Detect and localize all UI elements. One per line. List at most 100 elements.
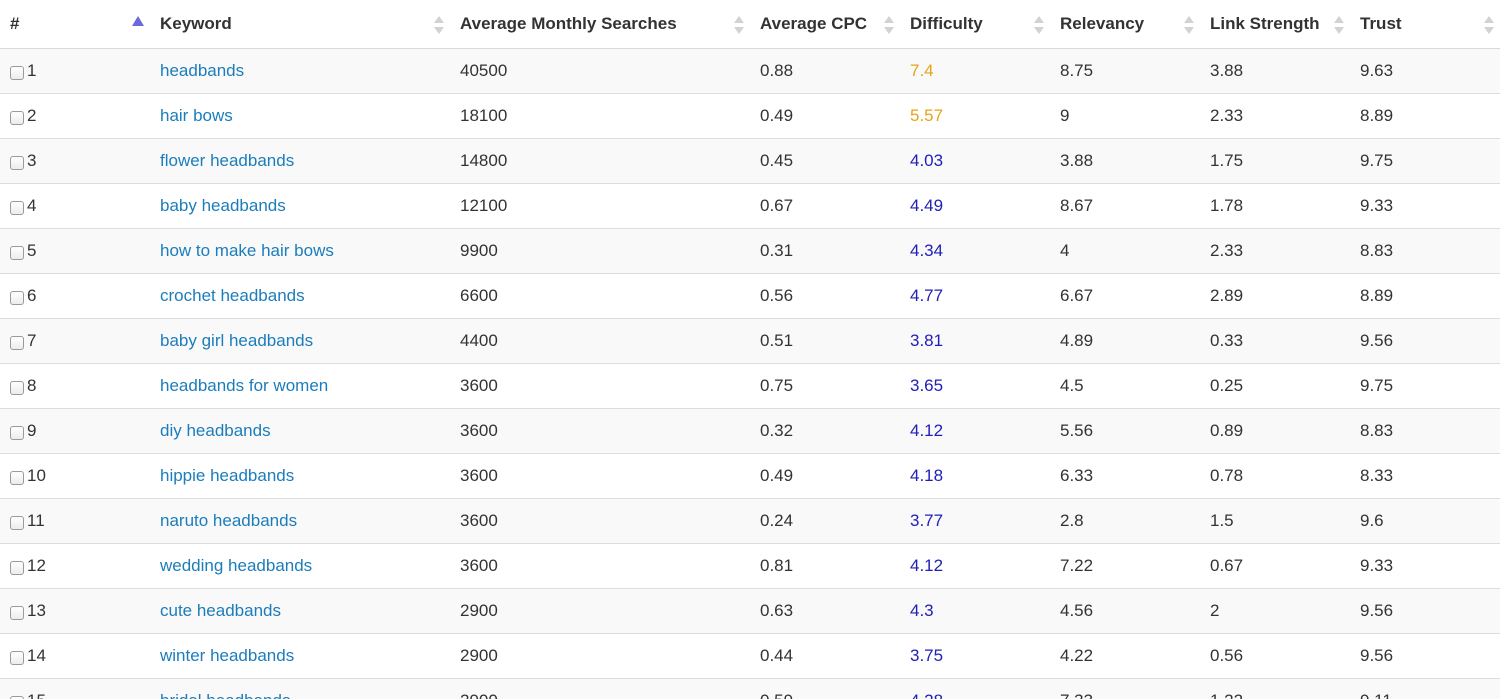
row-checkbox[interactable]	[10, 605, 24, 620]
keyword-link[interactable]: baby headbands	[160, 195, 286, 215]
keyword-link[interactable]: diy headbands	[160, 420, 271, 440]
column-header-label: Average Monthly Searches	[460, 13, 677, 33]
link-strength-cell: 1.78	[1200, 183, 1350, 229]
column-header-label: Relevancy	[1060, 13, 1145, 33]
row-number: 15	[27, 691, 46, 699]
average-monthly-searches-cell: 3600	[450, 453, 750, 499]
link-strength-cell: 1.5	[1200, 498, 1350, 544]
row-checkbox[interactable]	[10, 110, 24, 125]
keyword-link[interactable]: hair bows	[160, 105, 233, 125]
difficulty-cell: 4.18	[900, 453, 1050, 499]
row-number: 10	[27, 465, 46, 485]
row-number-cell: 2	[0, 93, 150, 139]
row-number: 9	[27, 420, 37, 440]
average-monthly-searches-cell: 6600	[450, 273, 750, 319]
column-header-average-cpc[interactable]: Average CPC	[750, 0, 900, 49]
column-header-difficulty[interactable]: Difficulty	[900, 0, 1050, 49]
average-monthly-searches-cell: 9900	[450, 228, 750, 274]
row-checkbox[interactable]	[10, 380, 24, 395]
column-header-number[interactable]: #	[0, 0, 150, 49]
keyword-link[interactable]: cute headbands	[160, 600, 281, 620]
keyword-cell: how to make hair bows	[150, 228, 450, 274]
link-strength-cell: 2.33	[1200, 93, 1350, 139]
row-checkbox[interactable]	[10, 290, 24, 305]
column-header-label: #	[10, 13, 20, 33]
table-row: 1 headbands 40500 0.88 7.4 8.75 3.88 9.6…	[0, 48, 1500, 94]
row-checkbox[interactable]	[10, 425, 24, 440]
column-header-average-monthly-searches[interactable]: Average Monthly Searches	[450, 0, 750, 49]
average-cpc-cell: 0.63	[750, 588, 900, 634]
table-row: 14 winter headbands 2900 0.44 3.75 4.22 …	[0, 633, 1500, 679]
trust-cell: 9.33	[1350, 183, 1500, 229]
relevancy-cell: 8.75	[1050, 48, 1200, 94]
row-checkbox[interactable]	[10, 650, 24, 665]
trust-cell: 8.33	[1350, 453, 1500, 499]
row-number: 4	[27, 195, 37, 215]
row-number-cell: 12	[0, 543, 150, 589]
column-header-relevancy[interactable]: Relevancy	[1050, 0, 1200, 49]
difficulty-cell: 4.12	[900, 408, 1050, 454]
column-header-trust[interactable]: Trust	[1350, 0, 1500, 49]
row-number: 2	[27, 105, 37, 125]
row-number: 8	[27, 375, 37, 395]
link-strength-cell: 2.33	[1200, 228, 1350, 274]
link-strength-cell: 0.89	[1200, 408, 1350, 454]
row-checkbox[interactable]	[10, 200, 24, 215]
keyword-cell: cute headbands	[150, 588, 450, 634]
column-header-keyword[interactable]: Keyword	[150, 0, 450, 49]
table-row: 10 hippie headbands 3600 0.49 4.18 6.33 …	[0, 453, 1500, 499]
keyword-link[interactable]: baby girl headbands	[160, 330, 314, 350]
relevancy-cell: 2.8	[1050, 498, 1200, 544]
average-cpc-cell: 0.45	[750, 138, 900, 184]
link-strength-cell: 3.88	[1200, 48, 1350, 94]
trust-cell: 9.11	[1350, 678, 1500, 699]
keyword-link[interactable]: bridal headbands	[160, 691, 290, 699]
row-checkbox[interactable]	[10, 245, 24, 260]
column-header-link-strength[interactable]: Link Strength	[1200, 0, 1350, 49]
average-cpc-cell: 0.24	[750, 498, 900, 544]
keyword-link[interactable]: wedding headbands	[160, 555, 313, 575]
table-row: 8 headbands for women 3600 0.75 3.65 4.5…	[0, 363, 1500, 409]
average-monthly-searches-cell: 3600	[450, 498, 750, 544]
difficulty-cell: 7.4	[900, 48, 1050, 94]
keyword-link[interactable]: naruto headbands	[160, 510, 298, 530]
row-checkbox[interactable]	[10, 470, 24, 485]
link-strength-cell: 0.33	[1200, 318, 1350, 364]
relevancy-cell: 6.33	[1050, 453, 1200, 499]
trust-cell: 9.56	[1350, 318, 1500, 364]
table-row: 15 bridal headbands 2900 0.59 4.28 7.33 …	[0, 678, 1500, 699]
table-row: 6 crochet headbands 6600 0.56 4.77 6.67 …	[0, 273, 1500, 319]
keyword-link[interactable]: headbands	[160, 60, 245, 80]
keyword-link[interactable]: crochet headbands	[160, 285, 305, 305]
row-number-cell: 3	[0, 138, 150, 184]
row-checkbox[interactable]	[10, 155, 24, 170]
sort-icon	[1484, 16, 1494, 34]
average-monthly-searches-cell: 40500	[450, 48, 750, 94]
keyword-link[interactable]: how to make hair bows	[160, 240, 334, 260]
relevancy-cell: 4.5	[1050, 363, 1200, 409]
row-number: 7	[27, 330, 37, 350]
sort-icon	[1034, 16, 1044, 34]
row-checkbox[interactable]	[10, 515, 24, 530]
keyword-link[interactable]: flower headbands	[160, 150, 295, 170]
average-monthly-searches-cell: 3600	[450, 363, 750, 409]
keyword-cell: naruto headbands	[150, 498, 450, 544]
row-number: 11	[27, 510, 45, 530]
average-cpc-cell: 0.49	[750, 93, 900, 139]
average-monthly-searches-cell: 3600	[450, 543, 750, 589]
row-number-cell: 7	[0, 318, 150, 364]
row-number: 13	[27, 600, 46, 620]
keyword-link[interactable]: headbands for women	[160, 375, 329, 395]
keyword-link[interactable]: hippie headbands	[160, 465, 295, 485]
column-header-label: Keyword	[160, 13, 232, 33]
difficulty-cell: 4.28	[900, 678, 1050, 699]
row-checkbox[interactable]	[10, 560, 24, 575]
header-row: # Keyword Average Monthly Searches	[0, 0, 1500, 49]
row-checkbox[interactable]	[10, 335, 24, 350]
link-strength-cell: 2	[1200, 588, 1350, 634]
link-strength-cell: 2.89	[1200, 273, 1350, 319]
row-checkbox[interactable]	[10, 65, 24, 80]
row-checkbox[interactable]	[10, 695, 24, 699]
keyword-link[interactable]: winter headbands	[160, 645, 295, 665]
